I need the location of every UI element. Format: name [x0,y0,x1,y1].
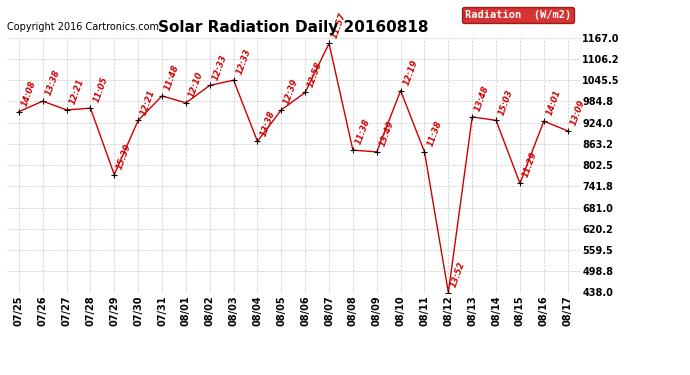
Text: 11:38: 11:38 [426,119,444,148]
Legend: Radiation  (W/m2): Radiation (W/m2) [462,7,574,23]
Text: 12:33: 12:33 [235,48,253,76]
Text: 15:39: 15:39 [115,142,133,170]
Text: 13:52: 13:52 [450,260,467,288]
Text: 12:21: 12:21 [139,88,157,116]
Text: 13:48: 13:48 [473,84,491,113]
Text: 12:19: 12:19 [402,58,420,87]
Text: 11:05: 11:05 [92,76,109,104]
Text: Copyright 2016 Cartronics.com: Copyright 2016 Cartronics.com [7,22,159,32]
Text: 13:38: 13:38 [44,69,61,97]
Text: 13:38: 13:38 [259,109,276,137]
Title: Solar Radiation Daily 20160818: Solar Radiation Daily 20160818 [158,20,428,35]
Text: 11:48: 11:48 [164,63,181,92]
Text: 12:58: 12:58 [306,60,324,88]
Text: 14:01: 14:01 [545,88,562,117]
Text: 12:39: 12:39 [282,77,300,106]
Text: 15:03: 15:03 [497,88,515,116]
Text: 12:10: 12:10 [187,70,205,99]
Text: 13:09: 13:09 [569,98,586,127]
Text: 11:29: 11:29 [521,151,539,179]
Text: 14:08: 14:08 [20,79,38,108]
Text: 12:33: 12:33 [211,53,228,81]
Text: 11:38: 11:38 [354,118,372,146]
Text: 12:21: 12:21 [68,77,86,106]
Text: 11:57: 11:57 [331,11,348,39]
Text: 13:49: 13:49 [378,119,395,148]
